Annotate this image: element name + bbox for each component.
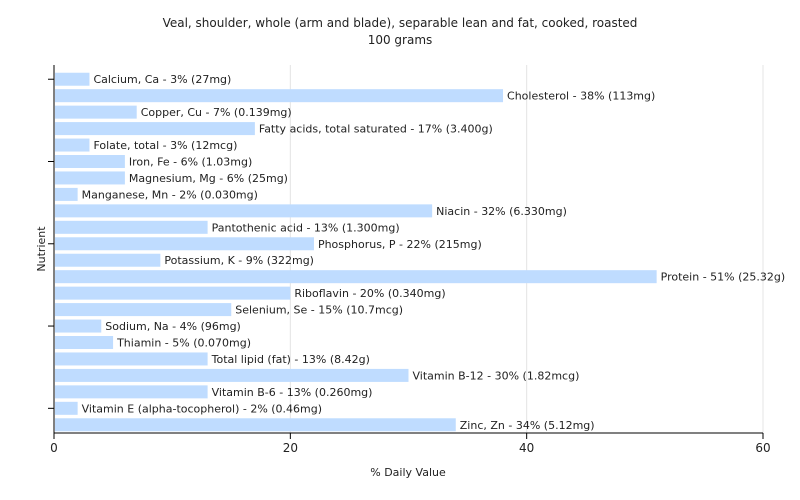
chart-title: Veal, shoulder, whole (arm and blade), s… [163,16,638,30]
x-axis-title: % Daily Value [370,466,446,479]
bar-0 [55,72,90,86]
bar-label-20: Vitamin E (alpha-tocopherol) - 2% (0.46m… [82,402,322,415]
bar-label-17: Total lipid (fat) - 13% (8.42g) [211,353,370,366]
bar-label-0: Calcium, Ca - 3% (27mg) [93,73,231,86]
bar-label-19: Vitamin B-6 - 13% (0.260mg) [212,386,373,399]
bar-20 [55,401,78,415]
bar-3 [55,122,255,136]
bar-12 [55,270,657,284]
bar-8 [55,204,433,218]
bar-label-16: Thiamin - 5% (0.070mg) [116,337,251,350]
bar-label-4: Folate, total - 3% (12mcg) [93,139,237,152]
bar-label-6: Magnesium, Mg - 6% (25mg) [129,172,288,185]
bar-label-18: Vitamin B-12 - 30% (1.82mcg) [413,369,580,382]
bar-16 [55,336,114,349]
bar-17 [55,352,208,366]
bar-label-2: Copper, Cu - 7% (0.139mg) [141,106,292,119]
bar-label-1: Cholesterol - 38% (113mg) [507,90,655,103]
bars-group [55,72,657,432]
bar-label-11: Potassium, K - 9% (322mg) [164,254,314,267]
bar-14 [55,303,232,317]
bar-label-3: Fatty acids, total saturated - 17% (3.40… [259,123,493,136]
bar-labels-group: Calcium, Ca - 3% (27mg) Cholesterol - 38%… [82,73,786,432]
y-axis-title: Nutrient [35,226,48,272]
bar-label-9: Pantothenic acid - 13% (1.300mg) [212,221,400,234]
x-tick-labels: 0 20 40 60 [50,441,770,455]
bar-label-14: Selenium, Se - 15% (10.7mcg) [235,304,403,317]
bar-label-5: Iron, Fe - 6% (1.03mg) [129,156,252,169]
bar-13 [55,286,291,300]
bar-15 [55,319,102,333]
bar-21 [55,418,456,432]
bar-label-7: Manganese, Mn - 2% (0.030mg) [82,188,258,201]
bar-11 [55,253,161,267]
bar-10 [55,237,314,251]
bar-label-12: Protein - 51% (25.32g) [661,271,786,284]
bar-1 [55,89,504,103]
bar-18 [55,368,409,382]
x-tick-label-20: 20 [283,441,298,455]
bar-6 [55,171,125,185]
bar-label-13: Riboflavin - 20% (0.340mg) [294,287,445,300]
x-tick-label-60: 60 [755,441,770,455]
x-tick-label-40: 40 [519,441,534,455]
bar-label-10: Phosphorus, P - 22% (215mg) [318,238,482,251]
bar-label-15: Sodium, Na - 4% (96mg) [105,320,241,333]
bar-4 [55,138,90,152]
bar-2 [55,105,137,119]
bar-19 [55,385,208,399]
bar-label-8: Niacin - 32% (6.330mg) [436,205,567,218]
chart-subtitle: 100 grams [368,33,433,47]
bar-5 [55,155,125,168]
bar-7 [55,187,78,201]
x-tick-label-0: 0 [50,441,58,455]
bar-9 [55,220,208,234]
axes-group [48,65,764,439]
bar-label-21: Zinc, Zn - 34% (5.12mg) [460,419,595,432]
